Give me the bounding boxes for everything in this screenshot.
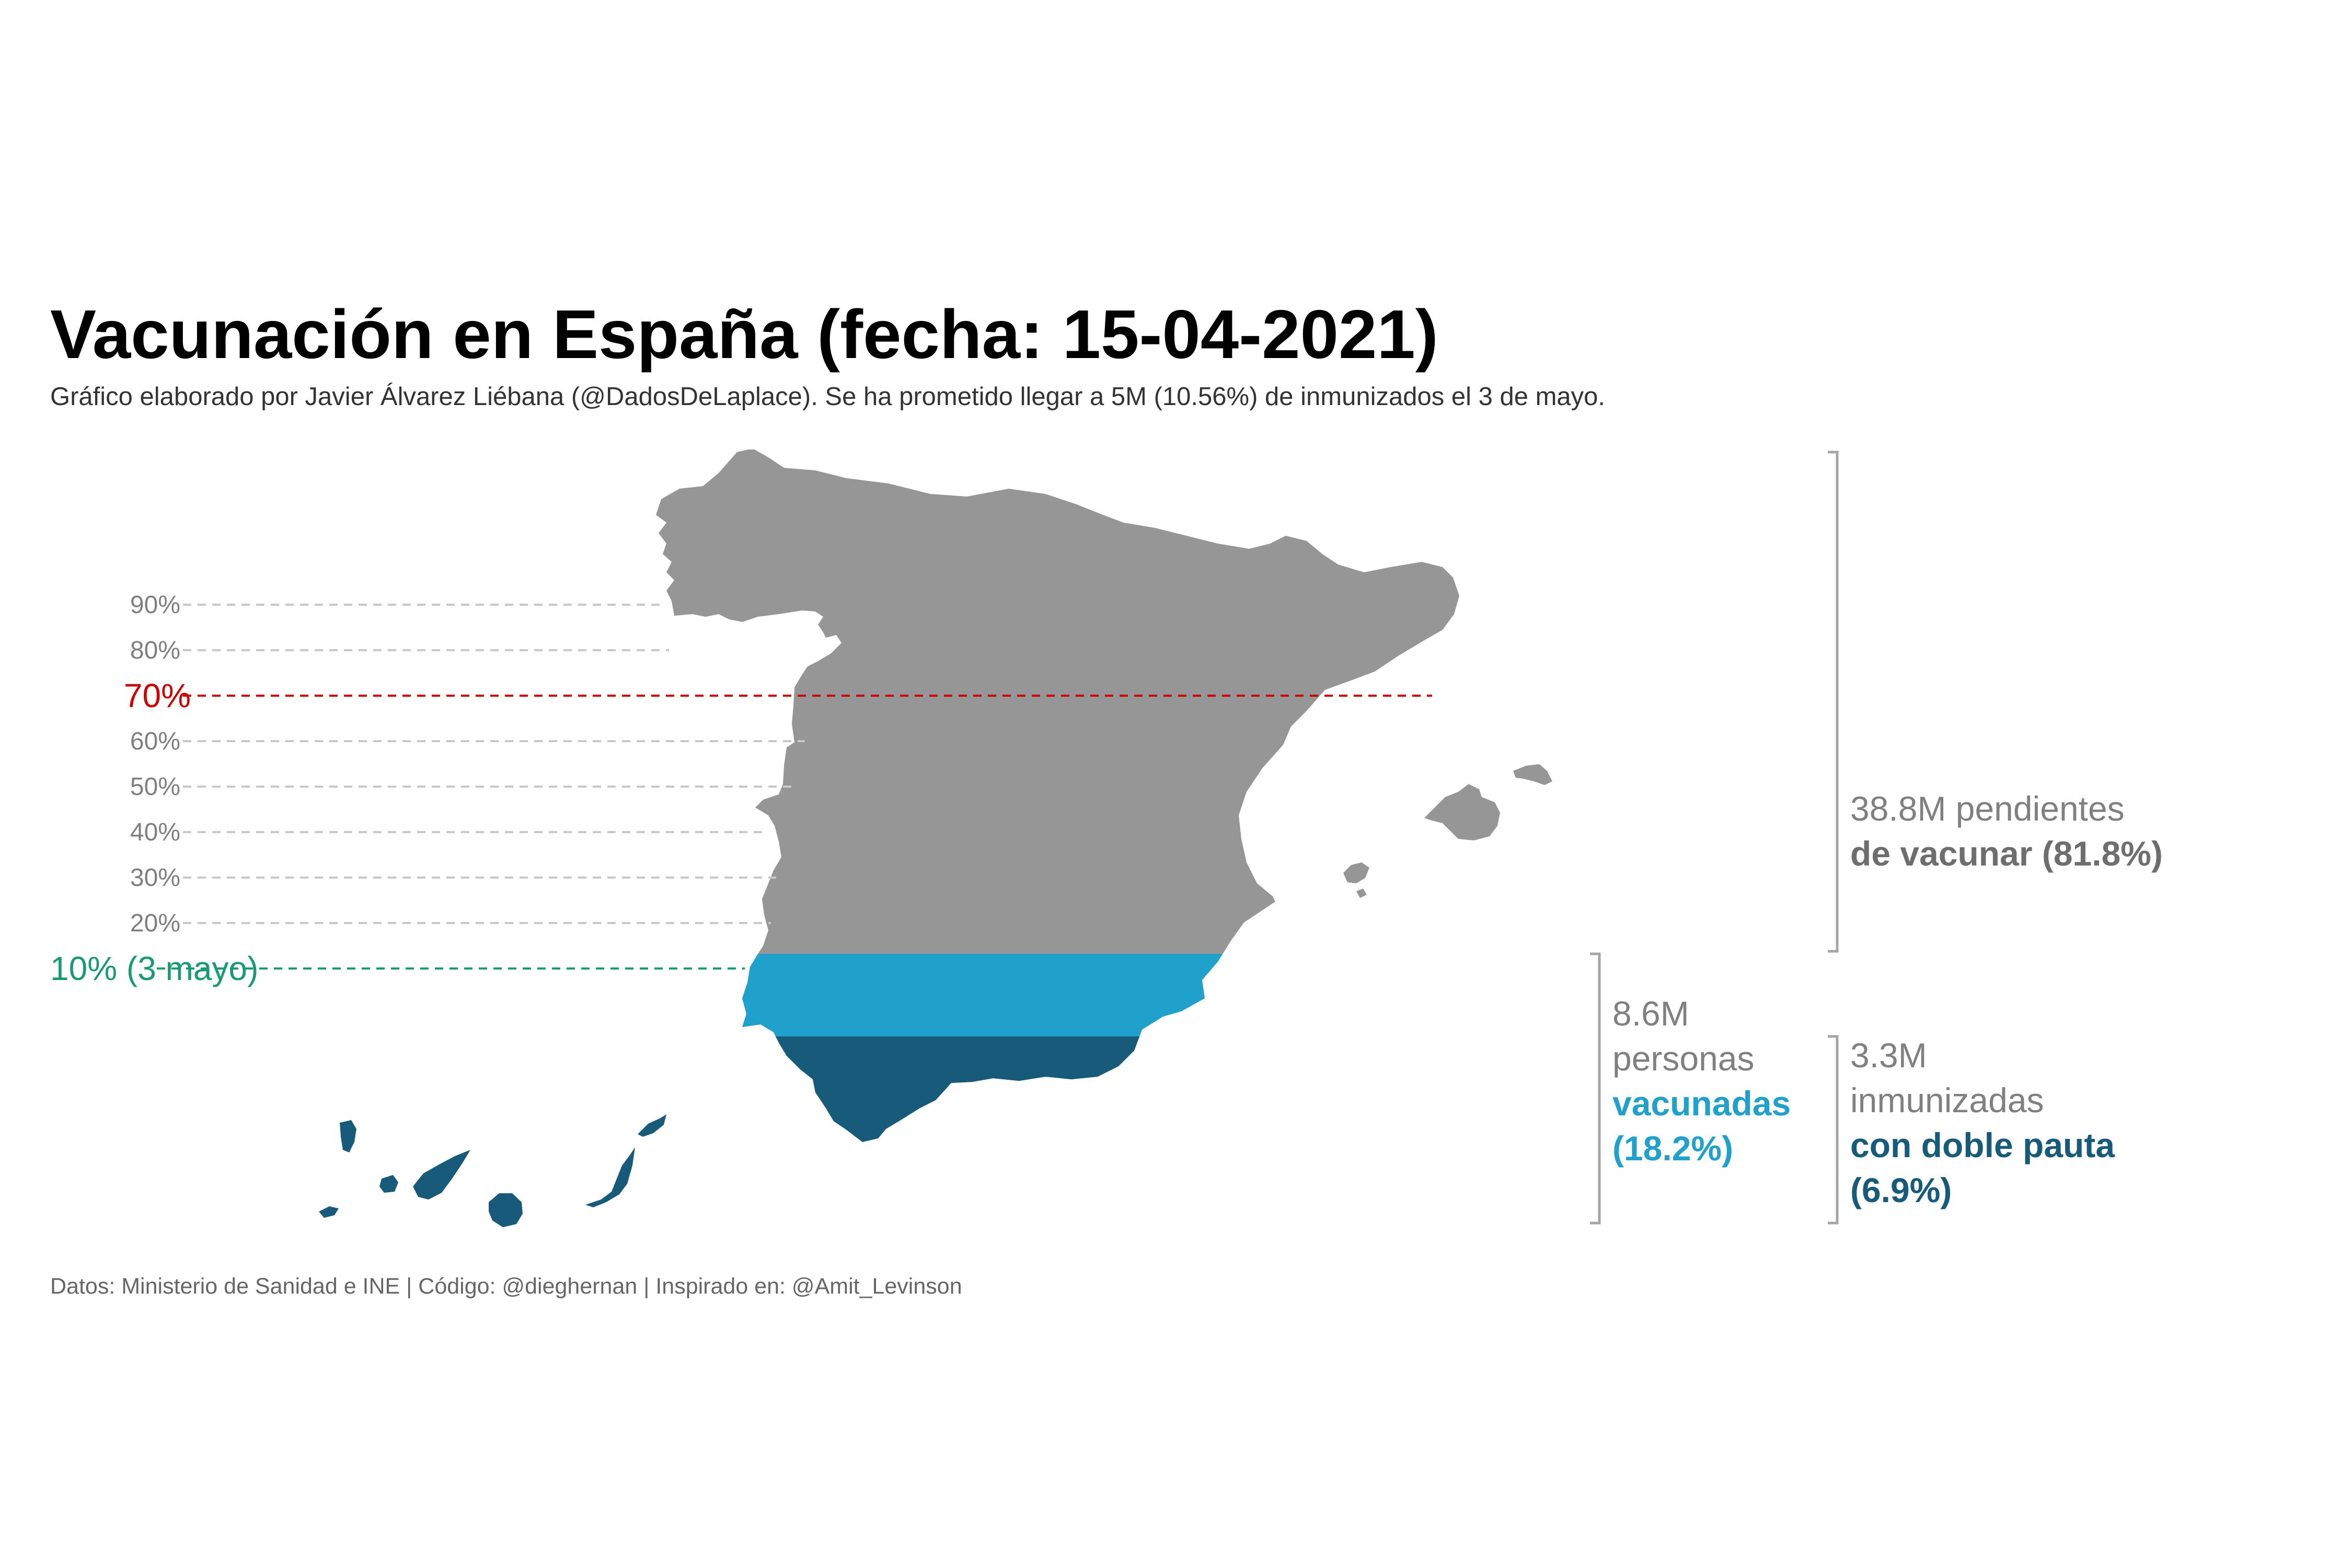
fuerteventura-island	[585, 1147, 635, 1207]
la-gomera-island	[379, 1175, 398, 1193]
annotations: 38.8M pendientes de vacunar (81.8%) 8.6M pe…	[1590, 451, 2163, 1225]
y-tick-label-50: 50%	[130, 773, 180, 801]
y-tick-label-20: 20%	[130, 909, 180, 937]
annotation-doble_pauta-line-2: con doble pauta	[1850, 1126, 2115, 1165]
annotation-vacunadas-line-3: (18.2%)	[1612, 1129, 1733, 1168]
annotation-doble_pauta-line-0: 3.3M	[1850, 1036, 1927, 1075]
y-tick-label-30: 30%	[130, 864, 180, 892]
annotation-vacunadas-line-2: vacunadas	[1612, 1084, 1791, 1123]
annotation-pendientes: 38.8M pendientes de vacunar (81.8%)	[1850, 789, 2163, 873]
gran-canaria-island	[489, 1193, 523, 1227]
chart-title: Vacunación en España (fecha: 15-04-2021)	[50, 296, 1438, 373]
annotation-doble_pauta: 3.3M inmunizadas con doble pauta (6.9%)	[1850, 1036, 2115, 1209]
y-axis: 90% 80% 60% 50% 40% 30% 20% 70% 10% (3 mayo)	[50, 591, 1432, 987]
chart-subtitle: Gráfico elaborado por Javier Álvarez Lié…	[50, 383, 1605, 411]
mainland-spain	[656, 449, 1459, 1142]
reference-label-10: 10% (3 mayo)	[50, 950, 258, 987]
el-hierro-island	[319, 1206, 339, 1218]
reference-label-70: 70%	[124, 677, 191, 714]
annotation-pendientes-line-1: de vacunar (81.8%)	[1850, 834, 2163, 873]
tenerife-island	[413, 1150, 470, 1200]
annotation-vacunadas-line-0: 8.6M	[1612, 994, 1689, 1033]
annotation-vacunadas-line-1: personas	[1612, 1039, 1755, 1078]
ibiza-island	[1343, 862, 1369, 883]
balearic-islands	[1343, 764, 1552, 898]
mallorca-island	[1424, 784, 1500, 840]
band-doble-pauta	[656, 1036, 1459, 1142]
annotation-pendientes-line-0: 38.8M pendientes	[1850, 789, 2125, 828]
y-tick-label-40: 40%	[130, 818, 180, 846]
y-tick-label-90: 90%	[130, 591, 180, 619]
y-tick-label-60: 60%	[130, 728, 180, 755]
annotation-doble_pauta-line-1: inmunizadas	[1850, 1081, 2044, 1120]
la-palma-island	[340, 1120, 356, 1152]
chart-caption: Datos: Ministerio de Sanidad e INE | Cód…	[50, 1274, 962, 1299]
y-tick-label-80: 80%	[130, 637, 180, 664]
canary-islands	[319, 1114, 666, 1227]
bracket-doble-pauta	[1828, 1035, 1839, 1225]
lanzarote-island	[638, 1114, 666, 1137]
menorca-island	[1513, 764, 1552, 785]
bracket-pendientes	[1828, 451, 1839, 953]
bracket-vacunadas	[1590, 952, 1601, 1225]
annotation-vacunadas: 8.6M personas vacunadas (18.2%)	[1612, 994, 1791, 1168]
annotation-doble_pauta-line-3: (6.9%)	[1850, 1171, 1952, 1209]
formentera-island	[1356, 889, 1367, 898]
